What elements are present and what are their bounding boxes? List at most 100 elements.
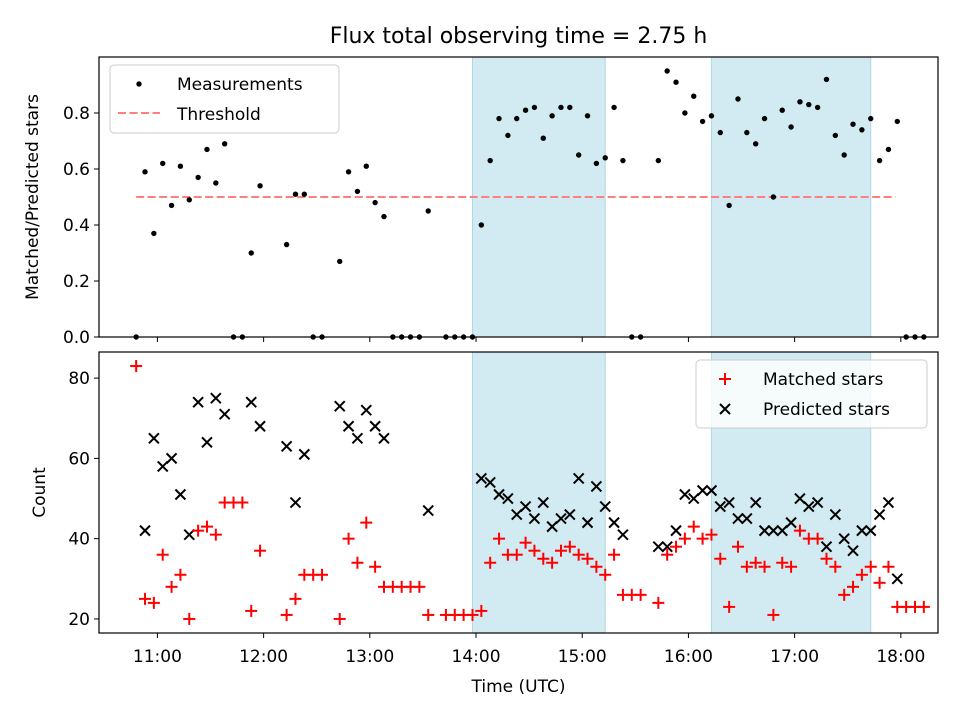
predicted-star-marker <box>865 524 877 537</box>
matched-star-marker <box>165 580 178 593</box>
matched-star-marker <box>661 548 674 561</box>
top-shaded-regions <box>471 56 872 338</box>
matched-star-marker <box>510 548 523 561</box>
matched-star-marker <box>873 576 886 589</box>
predicted-star-marker <box>555 512 567 525</box>
x-tick-label: 12:00 <box>239 647 288 667</box>
matched-star-marker <box>758 560 771 573</box>
matched-star-marker <box>634 588 647 601</box>
predicted-star-marker <box>245 396 257 408</box>
matched-star-marker <box>793 524 806 537</box>
chart-title: Flux total observing time = 2.75 h <box>330 24 708 49</box>
matched-star-marker <box>590 560 603 573</box>
matched-star-marker <box>351 556 364 569</box>
measurement-point <box>823 76 830 83</box>
predicted-star-marker <box>873 508 886 521</box>
predicted-star-marker <box>351 432 364 445</box>
measurement-point <box>363 163 369 169</box>
matched-star-marker <box>484 556 497 569</box>
predicted-star-marker <box>502 492 514 505</box>
matched-star-marker <box>528 544 541 557</box>
legend-matched-marker <box>719 373 731 385</box>
predicted-star-marker <box>856 524 868 537</box>
bottom-legend: Matched stars Predicted stars <box>695 359 928 429</box>
matched-star-marker <box>767 608 780 621</box>
measurement-point <box>593 160 600 167</box>
measurement-point <box>549 113 555 119</box>
measurement-point <box>788 124 794 130</box>
predicted-star-marker <box>157 460 169 473</box>
y-tick-label: 80 <box>68 369 90 389</box>
matched-star-marker <box>546 556 559 569</box>
measurement-point <box>876 157 883 164</box>
top-x-ticks <box>156 337 902 342</box>
x-tick-label: 17:00 <box>770 647 819 667</box>
predicted-star-marker <box>493 488 505 501</box>
matched-star-marker <box>855 568 868 581</box>
matched-star-marker <box>678 532 691 545</box>
predicted-star-marker <box>608 516 620 529</box>
measurement-point <box>894 118 900 125</box>
predicted-star-marker <box>714 500 726 513</box>
matched-star-marker <box>342 532 355 545</box>
matched-star-marker <box>714 552 727 565</box>
measurement-point <box>717 129 723 136</box>
measurement-point <box>354 188 361 195</box>
predicted-star-marker <box>794 492 806 505</box>
measurement-point <box>735 96 741 102</box>
legend-measurements-label: Measurements <box>177 75 303 95</box>
matched-star-marker <box>723 600 736 613</box>
matched-star-marker <box>493 532 506 545</box>
matched-star-marker <box>882 560 895 573</box>
matched-star-marker <box>864 560 877 573</box>
predicted-star-marker <box>564 508 576 521</box>
predicted-star-marker <box>670 524 682 537</box>
measurement-point <box>664 68 670 74</box>
measurement-point <box>726 202 732 209</box>
y-tick-label: 0.4 <box>63 216 90 236</box>
measurement-point <box>602 155 608 161</box>
matched-star-marker <box>192 524 205 537</box>
matched-star-marker <box>139 592 152 605</box>
predicted-star-marker <box>360 404 372 416</box>
y-tick-label: 60 <box>68 449 90 469</box>
matched-star-marker <box>147 596 160 609</box>
predicted-star-marker <box>484 476 496 489</box>
measurement-point <box>841 152 847 158</box>
measurement-point <box>160 160 166 167</box>
matched-star-marker <box>183 612 196 625</box>
matched-star-marker <box>200 520 213 533</box>
measurement-point <box>567 104 573 111</box>
measurement-points <box>133 68 927 340</box>
bottom-legend-box <box>695 359 928 429</box>
predicted-star-marker <box>546 520 558 533</box>
x-tick-label: 15:00 <box>558 647 607 667</box>
matched-star-marker <box>749 556 762 569</box>
matched-star-marker <box>369 560 382 573</box>
matched-star-marker <box>776 556 789 569</box>
measurement-point <box>213 180 219 186</box>
predicted-star-marker <box>342 420 355 432</box>
matched-star-marker <box>820 552 833 565</box>
predicted-star-marker <box>741 512 753 525</box>
measurement-point <box>859 127 865 133</box>
measurement-point <box>584 113 591 119</box>
top-legend: Measurements Threshold <box>109 64 340 134</box>
measurement-point <box>744 129 750 136</box>
measurement-point <box>283 241 290 248</box>
measurement-point <box>611 104 617 111</box>
measurement-point <box>514 115 520 122</box>
measurement-point <box>531 104 538 111</box>
predicted-star-marker <box>581 516 594 529</box>
predicted-star-marker <box>767 524 780 537</box>
measurement-point <box>257 183 263 189</box>
legend-threshold-label: Threshold <box>176 105 261 125</box>
shaded-interval <box>471 351 606 634</box>
predicted-star-marker <box>537 496 549 509</box>
predicted-star-marker <box>847 545 859 557</box>
measurement-point <box>372 199 378 206</box>
measurement-point <box>142 169 148 175</box>
measurement-point <box>850 121 856 127</box>
matched-star-marker <box>731 540 744 553</box>
matched-star-marker <box>829 560 842 573</box>
